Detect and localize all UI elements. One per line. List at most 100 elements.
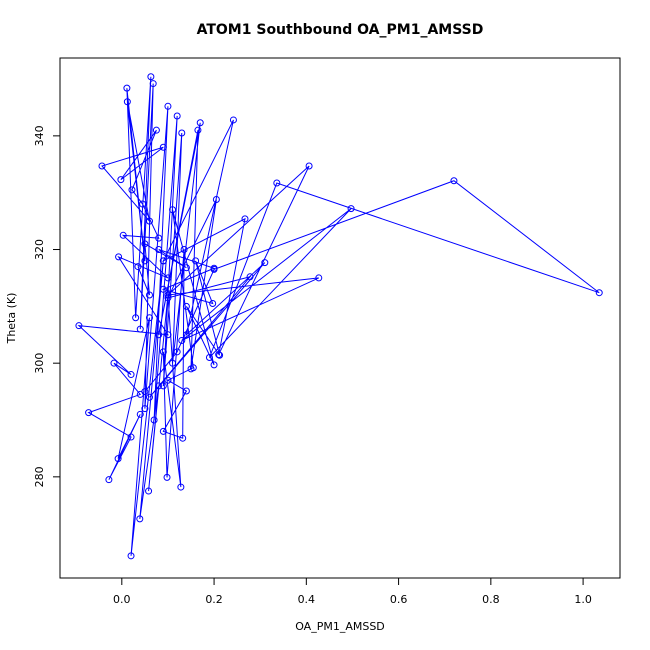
data-point bbox=[164, 294, 172, 302]
data-point bbox=[110, 359, 118, 367]
data-point bbox=[98, 162, 106, 170]
x-tick-label: 1.0 bbox=[574, 593, 592, 606]
data-point bbox=[150, 416, 158, 424]
data-point bbox=[145, 314, 153, 322]
data-point bbox=[305, 162, 313, 170]
data-point bbox=[159, 427, 167, 435]
data-point bbox=[115, 253, 123, 261]
data-point bbox=[119, 231, 127, 239]
data-point bbox=[163, 473, 171, 481]
data-point bbox=[159, 143, 167, 151]
data-point bbox=[159, 285, 167, 293]
data-point bbox=[182, 302, 190, 310]
data-point bbox=[182, 331, 190, 339]
data-point bbox=[114, 455, 122, 463]
data-point bbox=[139, 200, 147, 208]
data-point bbox=[147, 73, 155, 81]
data-point bbox=[141, 405, 149, 413]
data-point bbox=[261, 259, 269, 267]
data-point bbox=[194, 126, 202, 134]
data-point bbox=[164, 331, 172, 339]
data-point bbox=[128, 186, 136, 194]
y-tick-label: 300 bbox=[33, 353, 46, 374]
data-point bbox=[136, 515, 144, 523]
x-axis-label: OA_PM1_AMSSD bbox=[295, 620, 385, 633]
data-point bbox=[173, 112, 181, 120]
data-point bbox=[241, 215, 249, 223]
data-point bbox=[145, 487, 153, 495]
data-point bbox=[216, 351, 224, 359]
data-point bbox=[123, 84, 131, 92]
data-point bbox=[164, 376, 172, 384]
data-point bbox=[141, 257, 149, 265]
data-point bbox=[164, 291, 172, 299]
data-point bbox=[169, 206, 177, 214]
data-point bbox=[159, 382, 167, 390]
x-tick-label: 0.4 bbox=[298, 593, 316, 606]
data-point bbox=[127, 433, 135, 441]
data-point bbox=[210, 361, 218, 369]
y-tick-label: 280 bbox=[33, 466, 46, 487]
data-point bbox=[155, 331, 163, 339]
data-point bbox=[127, 552, 135, 560]
data-point bbox=[182, 264, 190, 272]
data-point bbox=[145, 291, 153, 299]
data-point bbox=[134, 263, 142, 271]
data-point bbox=[179, 434, 187, 442]
data-point bbox=[152, 126, 160, 134]
data-point bbox=[149, 80, 157, 88]
data-point bbox=[117, 176, 125, 184]
data-point bbox=[180, 246, 188, 254]
data-point bbox=[178, 336, 186, 344]
data-point bbox=[315, 274, 323, 282]
y-axis-label: Theta (K) bbox=[5, 293, 18, 345]
data-point bbox=[177, 483, 185, 491]
data-point bbox=[155, 382, 163, 390]
data-point bbox=[136, 410, 144, 418]
data-point bbox=[189, 364, 197, 372]
data-point bbox=[210, 264, 218, 272]
data-point bbox=[75, 322, 83, 330]
y-tick-label: 340 bbox=[33, 125, 46, 146]
data-point bbox=[273, 179, 281, 187]
data-point bbox=[209, 300, 217, 308]
data-line bbox=[77, 76, 600, 556]
data-point bbox=[212, 196, 220, 204]
data-point bbox=[155, 246, 163, 254]
data-point bbox=[105, 476, 113, 484]
data-point bbox=[145, 217, 153, 225]
data-point bbox=[205, 353, 213, 361]
data-point bbox=[159, 348, 167, 356]
data-point bbox=[347, 205, 355, 213]
x-tick-label: 0.6 bbox=[390, 593, 408, 606]
data-point bbox=[136, 390, 144, 398]
data-point bbox=[127, 371, 135, 379]
data-point bbox=[145, 393, 153, 401]
data-point bbox=[182, 387, 190, 395]
chart-title: ATOM1 Southbound OA_PM1_AMSSD bbox=[197, 22, 484, 38]
data-point bbox=[192, 257, 200, 265]
y-tick-label: 320 bbox=[33, 239, 46, 260]
data-point bbox=[229, 116, 237, 124]
data-point bbox=[450, 177, 458, 185]
data-point bbox=[85, 409, 93, 417]
data-point bbox=[141, 240, 149, 248]
data-point bbox=[132, 314, 140, 322]
data-point bbox=[178, 129, 186, 137]
data-point bbox=[169, 359, 177, 367]
data-point bbox=[123, 98, 131, 106]
x-tick-label: 0.0 bbox=[113, 593, 131, 606]
data-point bbox=[246, 273, 254, 281]
x-tick-label: 0.2 bbox=[205, 593, 223, 606]
x-tick-label: 0.8 bbox=[482, 593, 500, 606]
data-point bbox=[155, 234, 163, 242]
data-point bbox=[173, 348, 181, 356]
data-point bbox=[595, 289, 603, 297]
data-point bbox=[136, 325, 144, 333]
data-point bbox=[159, 257, 167, 265]
data-point bbox=[196, 119, 204, 127]
data-point bbox=[164, 274, 172, 282]
data-point bbox=[164, 102, 172, 110]
